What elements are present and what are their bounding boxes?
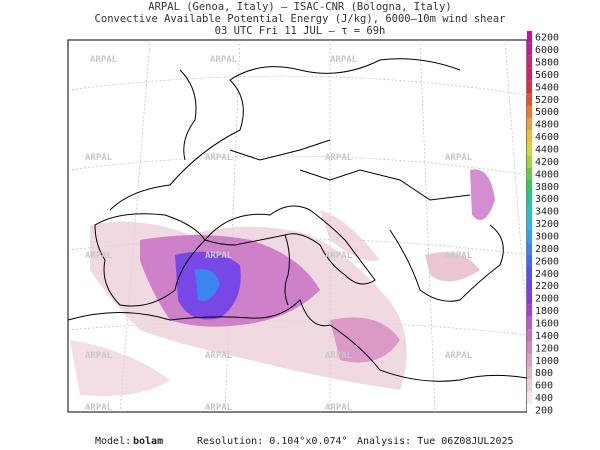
colorbar-label: 4600 bbox=[535, 132, 559, 143]
colorbar-swatch bbox=[527, 279, 532, 292]
watermark: ARPAL bbox=[325, 351, 353, 361]
colorbar-swatch bbox=[527, 43, 532, 56]
colorbar-swatch bbox=[527, 378, 532, 392]
colorbar-label: 5000 bbox=[535, 107, 559, 118]
colorbar-label: 200 bbox=[535, 406, 553, 417]
watermark: ARPAL bbox=[85, 403, 113, 413]
watermark: ARPAL bbox=[90, 55, 118, 65]
colorbar-label: 3400 bbox=[535, 207, 559, 218]
colorbar-swatch bbox=[527, 316, 532, 330]
colorbar-swatch bbox=[527, 229, 532, 243]
header-line: Convective Available Potential Energy (J… bbox=[95, 13, 506, 25]
colorbar-label: 1800 bbox=[535, 306, 559, 317]
watermark: ARPAL bbox=[325, 251, 353, 261]
colorbar-swatch bbox=[527, 192, 532, 205]
colorbar-label: 2800 bbox=[535, 244, 559, 255]
colorbar-label: 5200 bbox=[535, 95, 559, 106]
colorbar-label: 5400 bbox=[535, 82, 559, 93]
colorbar-swatch bbox=[527, 354, 532, 367]
colorbar-label: 2600 bbox=[535, 256, 559, 267]
colorbar-label: 4800 bbox=[535, 120, 559, 131]
colorbar-swatch bbox=[527, 167, 532, 181]
map: ARPAL ARPAL ARPAL ARPAL ARPAL ARPAL ARPAL ARPAL… bbox=[67, 39, 528, 413]
footer-resolution: Resolution: 0.104°x0.074° bbox=[197, 436, 348, 447]
colorbar-label: 1400 bbox=[535, 331, 559, 342]
colorbar-label: 4000 bbox=[535, 169, 559, 180]
colorbar-label: 2400 bbox=[535, 269, 559, 280]
watermark: ARPAL bbox=[205, 251, 233, 261]
watermarks: ARPAL ARPAL ARPAL ARPAL ARPAL ARPAL ARPAL ARPAL… bbox=[85, 55, 473, 413]
colorbar-swatch bbox=[527, 105, 532, 118]
colorbar-label: 6000 bbox=[535, 45, 559, 56]
header-line: ARPAL (Genoa, Italy) — ISAC-CNR (Bologna… bbox=[148, 1, 451, 13]
colorbar-label: 3200 bbox=[535, 219, 559, 230]
footer-analysis: Analysis: Tue 06Z08JUL2025 bbox=[357, 436, 514, 447]
watermark: ARPAL bbox=[445, 351, 473, 361]
coastlines bbox=[67, 58, 528, 382]
colorbar-label: 600 bbox=[535, 381, 553, 392]
colorbar-swatch bbox=[527, 391, 532, 404]
colorbar-swatch bbox=[527, 329, 532, 342]
colorbar-swatch bbox=[527, 366, 532, 379]
watermark: ARPAL bbox=[210, 55, 238, 65]
watermark: ARPAL bbox=[85, 251, 113, 261]
colorbar-swatch bbox=[527, 155, 532, 168]
colorbar-label: 1200 bbox=[535, 343, 559, 354]
colorbar-swatch bbox=[527, 254, 532, 268]
colorbar-swatch bbox=[527, 403, 532, 417]
colorbar-swatch bbox=[527, 130, 532, 143]
colorbar-label: 3600 bbox=[535, 194, 559, 205]
colorbar-swatch bbox=[527, 204, 532, 218]
colorbar-swatch bbox=[527, 217, 532, 230]
colorbar-label: 2200 bbox=[535, 281, 559, 292]
watermark: ARPAL bbox=[445, 251, 473, 261]
colorbar-swatch bbox=[527, 142, 532, 156]
watermark: ARPAL bbox=[330, 55, 358, 65]
watermark: ARPAL bbox=[85, 153, 113, 163]
colorbar-label: 5800 bbox=[535, 57, 559, 68]
colorbar-label: 4400 bbox=[535, 144, 559, 155]
colorbar-swatch bbox=[527, 180, 532, 193]
watermark: ARPAL bbox=[325, 153, 353, 163]
colorbar-label: 400 bbox=[535, 393, 553, 404]
colorbar-label: 2000 bbox=[535, 294, 559, 305]
footer-model-label: Model: bbox=[95, 436, 131, 447]
colorbar-swatch bbox=[527, 93, 532, 106]
colorbar-label: 6200 bbox=[535, 33, 559, 44]
colorbar-swatch bbox=[527, 341, 532, 355]
watermark: ARPAL bbox=[205, 153, 233, 163]
header-line: 03 UTC Fri 11 JUL – τ = 69h bbox=[215, 25, 386, 37]
watermark: ARPAL bbox=[205, 351, 233, 361]
cape-field bbox=[70, 169, 495, 396]
colorbar-label: 800 bbox=[535, 368, 553, 379]
colorbar-label: 3800 bbox=[535, 182, 559, 193]
watermark: ARPAL bbox=[205, 403, 233, 413]
colorbar-swatch bbox=[527, 30, 532, 44]
colorbar-swatch bbox=[527, 304, 532, 317]
watermark: ARPAL bbox=[325, 403, 353, 413]
colorbar-swatch bbox=[527, 68, 532, 81]
colorbar-swatch bbox=[527, 291, 532, 305]
watermark: ARPAL bbox=[85, 351, 113, 361]
colorbar-label: 3000 bbox=[535, 231, 559, 242]
colorbar-label: 5600 bbox=[535, 70, 559, 81]
colorbar-swatch bbox=[527, 242, 532, 255]
colorbar-swatch bbox=[527, 117, 532, 131]
colorbar-label: 1000 bbox=[535, 356, 559, 367]
colorbar-swatch bbox=[527, 80, 532, 94]
colorbar-swatch bbox=[527, 267, 532, 280]
colorbar-label: 4200 bbox=[535, 157, 559, 168]
colorbar-label: 1600 bbox=[535, 318, 559, 329]
colorbar-swatch bbox=[527, 55, 532, 69]
footer-model: bolam bbox=[133, 436, 163, 447]
watermark: ARPAL bbox=[445, 153, 473, 163]
